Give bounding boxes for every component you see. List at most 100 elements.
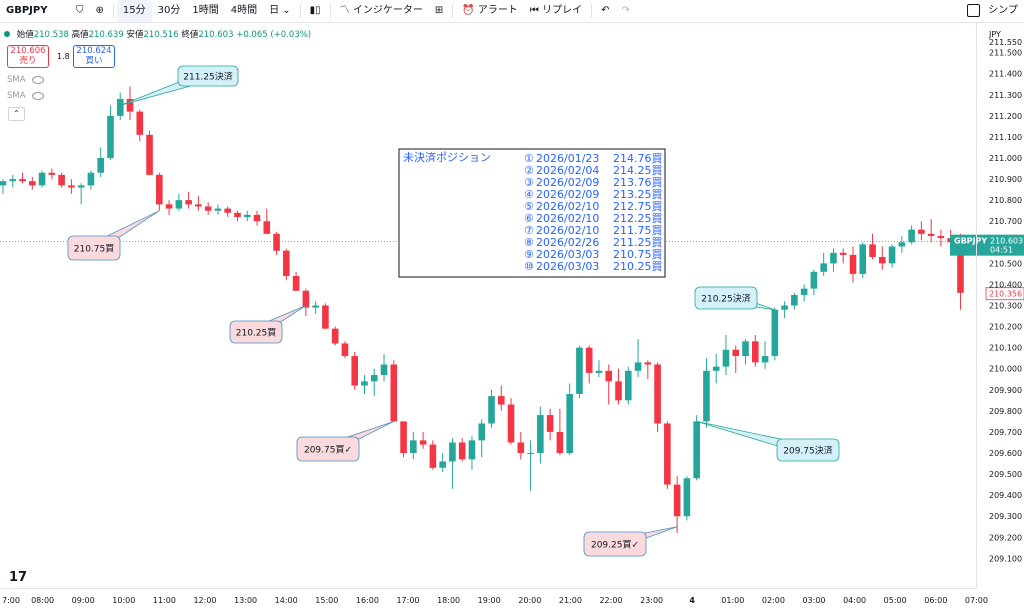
candle-body [283,250,290,276]
indicator-sma-1[interactable]: SMA [7,75,44,85]
buy-price: 210.624 [76,46,112,56]
candle-body [585,347,593,373]
candle-body [185,200,192,205]
redo-icon[interactable]: ↷ [621,5,630,16]
low-value: 210.516 [143,30,179,40]
position-price: 214.76買 [613,152,663,165]
replay-button[interactable]: ⏮ リプレイ [524,0,588,22]
candle-body [116,99,124,116]
candle-body [390,364,398,422]
candle-body [87,172,95,186]
callout-label: 210.25決済 [701,293,751,305]
position-date: 2026/02/10 [536,200,599,213]
candle-body [644,362,652,365]
low-label: 安値 [126,30,144,40]
eye-off-icon[interactable] [31,91,44,100]
alert-icon: ⏰ [462,5,475,16]
callout-label: 209.25買✓ [591,540,639,551]
interval-4h[interactable]: 4時間 [230,5,258,16]
position-date: 2026/03/03 [536,248,599,261]
high-value: 210.639 [88,30,124,40]
open-label: 始値 [16,30,34,40]
candle-body [771,309,779,357]
ohlc-legend: 始値210.538 高値210.639 安値210.516 終値210.603 … [0,28,311,40]
callout-pointer [696,421,810,456]
candle-body [683,478,691,517]
collapse-legend-button[interactable]: ⌃ [8,107,25,121]
candle-type-icon[interactable]: ▮▯ [309,5,321,16]
spread-value: 1.8 [57,52,70,61]
candle-body [97,158,104,173]
simple-mode-toggle[interactable]: シンプ [961,0,1024,22]
candle-body [810,271,818,289]
indicator-sma-2[interactable]: SMA [7,91,44,101]
candle-body [673,484,681,517]
callout-pointer [325,421,394,455]
position-date: 2026/02/10 [536,212,599,225]
candle-body [361,381,368,386]
interval-15m[interactable]: 15分 [116,0,152,22]
sell-label: 売り [19,56,37,66]
candle-body [214,208,222,211]
position-price: 213.76買 [613,176,663,189]
symbol-search[interactable]: GBPJPY [6,5,48,16]
candle-body [488,396,495,424]
divider [299,4,301,18]
candle-body [136,111,144,135]
candle-body [48,172,56,175]
candle-body [292,276,300,291]
price-axis[interactable] [976,23,1024,588]
eye-off-icon[interactable] [31,75,44,84]
candle-body [370,375,378,382]
interval-1h[interactable]: 1時間 [192,5,219,16]
indicators-button[interactable]: 〽 インジケーター [334,0,429,22]
candle-body [175,200,183,209]
sell-button[interactable]: 210.606 売り [7,45,49,68]
layout-grid-icon[interactable]: ⊞ [434,5,444,16]
divider [112,4,114,18]
candle-body [869,244,876,258]
close-label: 終値 [181,30,199,40]
undo-icon[interactable]: ↶ [601,5,610,16]
position-index: ⑥ [524,212,534,225]
checkbox-icon [967,3,981,17]
callout-label: 210.25買 [236,328,277,339]
compare-add-icon[interactable]: ⊕ [95,5,104,16]
callout-box [296,436,360,462]
candle-body [937,235,945,239]
open-value: 210.538 [33,30,69,40]
candle-body [791,294,798,306]
candle-body [507,404,515,443]
buy-button[interactable]: 210.624 買い [73,45,115,68]
candle-body [595,370,603,373]
candle-body [722,349,730,367]
callout-box [776,438,840,462]
candle-body [605,370,613,382]
candle-body [497,396,505,405]
position-price: 212.25買 [613,212,663,225]
position-index: ① [524,152,534,165]
candle-body [898,242,906,247]
position-date: 2026/01/23 [536,152,599,165]
open-positions-box: 未決済ポジション ① 2026/01/23 214.76買 ② 2026/02/04 214… [398,148,666,278]
alert-button[interactable]: ⏰ アラート [456,0,524,22]
interval-30m[interactable]: 30分 [157,5,181,16]
candle-body [478,423,486,441]
candle-body [29,181,36,186]
time-axis[interactable] [0,588,976,610]
candle-body [527,453,534,454]
shield-icon[interactable]: ⛉ [76,5,84,16]
candle-body [9,179,17,182]
candle-body [703,370,710,422]
indicators-icon: 〽 [339,5,350,16]
indicator-sma-2-label: SMA [7,91,26,101]
callout-pointer [253,305,307,337]
alert-label: アラート [477,5,518,16]
candle-body [77,185,85,188]
candle-body [253,214,261,222]
candle-body [576,347,583,394]
candle-body [693,421,700,479]
candle-body [947,238,954,243]
interval-day[interactable]: 日 ⌄ [269,5,291,16]
